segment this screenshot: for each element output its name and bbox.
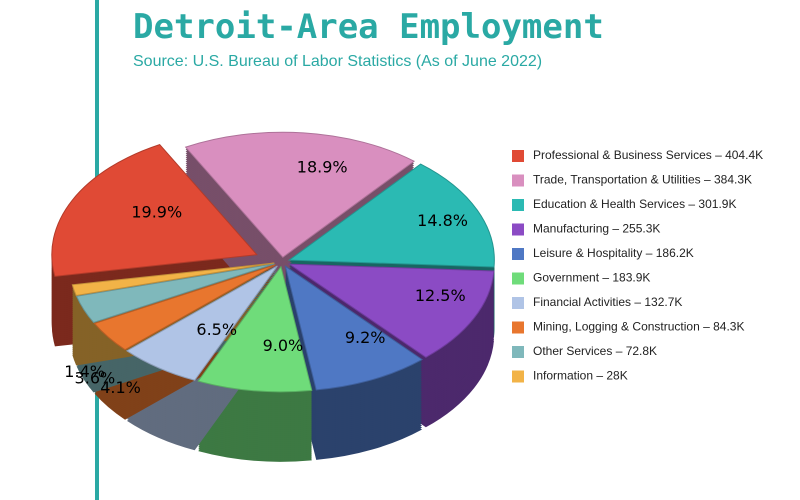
legend-swatch bbox=[512, 321, 524, 334]
value-label: 19.9% bbox=[131, 203, 182, 222]
value-label: 1.4% bbox=[64, 362, 105, 381]
slice bbox=[93, 264, 276, 351]
legend-label: Manufacturing – 255.3K bbox=[533, 222, 660, 236]
legend-label: Government – 183.9K bbox=[533, 271, 650, 285]
legend-swatch bbox=[512, 272, 524, 285]
legend-swatch bbox=[512, 150, 524, 162]
legend-swatch bbox=[512, 370, 524, 383]
legend: Professional & Business Services – 404.4… bbox=[512, 148, 763, 383]
legend-swatch bbox=[512, 297, 524, 309]
legend-swatch bbox=[512, 223, 524, 236]
chart-title: Detroit-Area Employment bbox=[133, 7, 604, 47]
legend-label: Mining, Logging & Construction – 84.3K bbox=[533, 320, 744, 334]
chart-subtitle: Source: U.S. Bureau of Labor Statistics … bbox=[133, 53, 542, 70]
slice bbox=[125, 265, 278, 381]
pie-tops bbox=[51, 131, 495, 393]
legend-swatch bbox=[512, 248, 524, 260]
slice bbox=[51, 144, 258, 277]
legend-label: Professional & Business Services – 404.4… bbox=[533, 148, 763, 162]
value-label: 12.5% bbox=[415, 286, 466, 305]
legend-swatch bbox=[512, 174, 524, 187]
slice bbox=[75, 263, 275, 324]
value-label: 18.9% bbox=[297, 158, 348, 177]
slice bbox=[284, 265, 424, 391]
value-label: 3.6% bbox=[75, 369, 116, 388]
legend-label: Leisure & Hospitality – 186.2K bbox=[533, 246, 694, 260]
slice bbox=[197, 265, 313, 393]
slice bbox=[71, 262, 275, 297]
slice bbox=[287, 163, 495, 268]
legend-label: Information – 28K bbox=[533, 369, 628, 383]
value-labels: 19.9% 18.9% 14.8% 12.5% 9.2% 9.0% 6.5% 4.1%3.6%… bbox=[64, 158, 468, 398]
slice bbox=[287, 263, 495, 358]
value-label: 4.1% bbox=[100, 378, 141, 397]
legend-swatch bbox=[512, 199, 524, 211]
slice bbox=[184, 131, 416, 258]
legend-label: Financial Activities – 132.7K bbox=[533, 295, 682, 309]
legend-swatch bbox=[512, 346, 524, 358]
legend-label: Trade, Transportation & Utilities – 384.… bbox=[533, 173, 752, 187]
value-label: 9.2% bbox=[345, 328, 386, 347]
value-label: 14.8% bbox=[417, 211, 468, 230]
value-label: 6.5% bbox=[196, 320, 237, 339]
value-label: 9.0% bbox=[263, 336, 304, 355]
legend-label: Other Services – 72.8K bbox=[533, 344, 657, 358]
legend-label: Education & Health Services – 301.9K bbox=[533, 197, 736, 211]
